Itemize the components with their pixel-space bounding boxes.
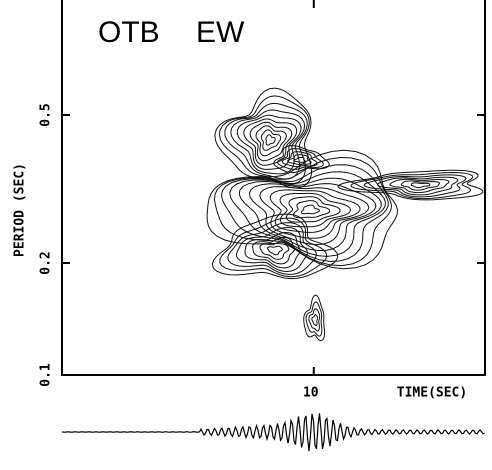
contour-line [265, 134, 276, 146]
contour-line [281, 151, 318, 168]
contour-line [219, 217, 328, 278]
contour-line [277, 148, 324, 170]
contour-line [293, 157, 306, 163]
contour-line [248, 183, 377, 246]
contour-line [213, 156, 393, 267]
contour-line [410, 182, 431, 188]
y-tick-label: 0.2 [39, 251, 54, 274]
contour-line [305, 301, 323, 337]
contour-line [303, 294, 326, 342]
contour-line [279, 192, 352, 228]
contour-line [229, 171, 386, 257]
contour-line [227, 222, 317, 275]
contour-line [376, 176, 459, 196]
contour-line [292, 200, 331, 219]
contour-line [259, 241, 290, 260]
contour-line [269, 189, 361, 233]
contour-line [363, 174, 467, 198]
contour-line [206, 149, 399, 270]
contour-line [244, 231, 301, 269]
contour-line [220, 164, 389, 262]
contour-line [389, 178, 450, 194]
contour-line [260, 129, 282, 151]
y-axis-title: PERIOD (SEC) [13, 163, 28, 257]
contour-line [236, 114, 302, 170]
contour-line [214, 87, 313, 189]
contour-line [255, 125, 287, 157]
component-label: EW [196, 16, 245, 49]
contour-line [224, 102, 308, 180]
y-tick-label: 0.1 [39, 363, 54, 387]
contour-line [249, 121, 293, 162]
x-tick-label: 10 [303, 386, 319, 401]
contour-line [350, 171, 474, 200]
contour-line [400, 180, 441, 191]
contour-line [235, 226, 308, 273]
contour-line [273, 145, 330, 174]
contour-line [287, 154, 312, 165]
contour-line [211, 213, 339, 280]
contour-line [218, 95, 310, 185]
x-axis-title: TIME(SEC) [397, 386, 467, 401]
contour-line [311, 314, 318, 327]
contour-plot [206, 87, 484, 342]
contour-line [238, 177, 382, 251]
contour-line [252, 236, 295, 265]
contour-line [285, 196, 341, 223]
contour-line [300, 204, 321, 215]
waveform [62, 413, 485, 452]
station-label: OTB [98, 16, 160, 49]
contour-line [243, 118, 298, 166]
contour-line [266, 245, 283, 256]
y-tick-label: 0.5 [39, 103, 54, 126]
contour-line [308, 308, 321, 332]
contour-line [337, 169, 484, 201]
contour-line [259, 186, 370, 239]
